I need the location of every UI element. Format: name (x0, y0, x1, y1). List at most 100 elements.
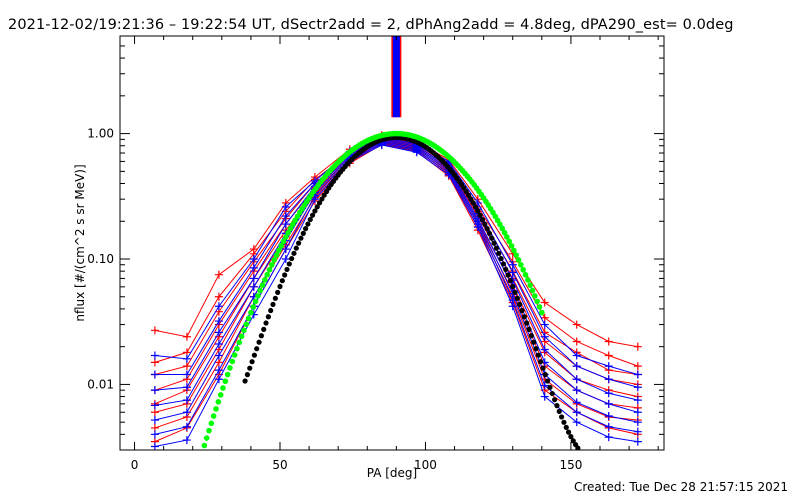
black-fit-point (517, 301, 523, 307)
blue-spectrum-point (150, 351, 159, 360)
black-fit-point (251, 352, 257, 358)
black-fit-point (563, 424, 569, 430)
green-fit-point (224, 371, 231, 378)
black-fit-point (247, 365, 253, 371)
blue-spectrum-point (604, 399, 613, 408)
blue-spectrum-point (281, 202, 290, 211)
black-fit-point (547, 384, 553, 390)
black-fit-point (514, 295, 520, 301)
blue-spectrum-point (214, 340, 223, 349)
blue-spectrum-point (473, 222, 482, 231)
black-fit-point (521, 314, 527, 320)
black-fit-point (538, 359, 544, 365)
blue-spectrum-point (150, 386, 159, 395)
green-fit-point (238, 333, 245, 340)
x-tick-label: 150 (559, 458, 582, 472)
blue-spectrum-point (150, 442, 159, 450)
green-fit-point (276, 247, 282, 254)
red-spectrum-line (154, 143, 638, 443)
black-fit-point (293, 245, 299, 251)
black-fit-point (298, 235, 304, 241)
black-fit-point (475, 208, 481, 214)
blue-spectrum-point (540, 320, 549, 329)
black-fit-point (291, 250, 297, 256)
blue-spectrum-point (572, 375, 581, 384)
blue-spectrum-point (214, 302, 223, 311)
black-fit-point (477, 212, 483, 218)
black-fit-point (289, 255, 295, 262)
green-fit-point (506, 238, 513, 245)
black-fit-point (261, 326, 267, 332)
x-tick-label: 0 (131, 458, 139, 472)
blue-spectrum-line (154, 141, 638, 423)
black-fit-point (503, 266, 509, 273)
black-fit-point (284, 266, 290, 273)
green-fit-point (283, 234, 289, 240)
y-tick-label: 1.00 (87, 127, 114, 141)
blue-spectrum-point (633, 437, 642, 446)
black-fit-point (244, 372, 251, 378)
figure-title: 2021-12-02/19:21:36 – 19:22:54 UT, dSect… (8, 17, 734, 33)
blue-spectrum-point (540, 332, 549, 341)
black-fit-point (526, 326, 532, 332)
black-fit-point (319, 196, 325, 202)
blue-spectrum-point (214, 317, 223, 326)
black-fit-point (496, 250, 502, 256)
blue-spectrum-point (214, 366, 223, 375)
green-fit-point (287, 225, 294, 232)
green-fit-point (527, 282, 533, 288)
red-spectrum-point (150, 408, 159, 417)
blue-spectrum-point (150, 401, 159, 410)
red-spectrum-line (154, 137, 638, 375)
green-fit-point (250, 304, 257, 310)
black-fit-point (500, 261, 507, 267)
black-fit-point (484, 226, 490, 232)
blue-spectrum-point (633, 408, 642, 417)
blue-spectrum-point (281, 220, 290, 229)
red-spectrum-point (604, 351, 613, 360)
blue-spectrum-point (444, 170, 453, 179)
blue-spectrum-point (604, 389, 613, 398)
black-fit-point (554, 403, 560, 409)
x-tick-label: 100 (414, 458, 437, 472)
blue-spectrum-point (182, 396, 191, 405)
blue-spectrum-point (604, 433, 613, 442)
black-fit-point (505, 272, 511, 278)
black-fit-point (540, 365, 546, 371)
green-fit-point (262, 277, 268, 283)
green-fit-point (529, 287, 536, 294)
red-spectrum-point (572, 320, 581, 329)
blue-spectrum-point (281, 245, 290, 254)
blue-spectrum-point (182, 370, 191, 379)
green-fit-point (532, 293, 538, 299)
black-fit-point (565, 429, 572, 435)
blue-spectrum-line (154, 143, 638, 435)
green-fit-point (245, 315, 252, 322)
blue-spectrum-point (508, 302, 517, 311)
green-fit-point (208, 420, 215, 427)
blue-spectrum-point (412, 148, 421, 157)
red-spectrum-line (154, 134, 638, 348)
blue-spectrum-point (150, 416, 159, 425)
green-fit-point (266, 266, 273, 273)
blue-spectrum-point (572, 351, 581, 360)
blue-spectrum-point (249, 263, 258, 272)
black-fit-point (556, 408, 562, 414)
green-fit-point (536, 304, 543, 310)
green-fit-point (525, 277, 531, 283)
black-fit-point (282, 272, 288, 278)
black-fit-point (531, 339, 537, 345)
green-fit-point (534, 298, 540, 305)
blue-spectrum-line (154, 140, 638, 413)
blue-spectrum-point (572, 408, 581, 417)
black-fit-point (561, 419, 567, 425)
blue-spectrum-point (249, 274, 258, 283)
blue-spectrum-point (633, 383, 642, 392)
black-fit-point (305, 221, 311, 227)
red-spectrum-line (154, 142, 638, 429)
blue-spectrum-point (604, 412, 613, 421)
blue-spectrum-point (249, 282, 258, 291)
green-fit-point (210, 413, 217, 419)
red-spectrum-line (154, 135, 638, 367)
green-fit-point (499, 225, 506, 232)
